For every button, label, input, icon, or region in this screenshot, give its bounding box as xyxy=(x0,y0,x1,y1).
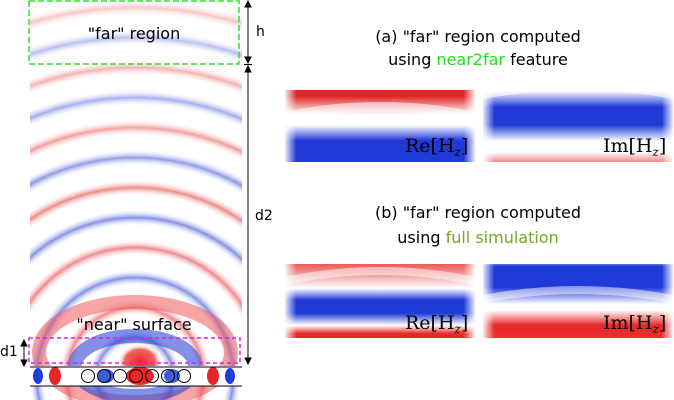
source-row xyxy=(30,366,242,387)
dimension-markers xyxy=(244,0,252,366)
near-surface-label: "near" surface xyxy=(76,315,191,334)
cylinder xyxy=(145,369,159,383)
panel-a-re-label: Re[Hz] xyxy=(405,135,468,159)
panel-b-subtitle: using full simulation xyxy=(397,228,558,247)
cylinder xyxy=(129,369,143,383)
dim-d1-marker xyxy=(20,338,28,368)
dim-h-label: h xyxy=(256,24,265,40)
cylinder xyxy=(177,369,191,383)
near-surface-box xyxy=(28,337,241,364)
cylinder xyxy=(81,369,95,383)
panel-b: (b) "far" region computed using full sim… xyxy=(285,203,673,338)
source-lobe xyxy=(49,367,61,385)
near2far-highlight: near2far xyxy=(436,50,505,69)
panel-a-title: (a) "far" region computed xyxy=(375,27,581,46)
panel-a: (a) "far" region computed using near2far… xyxy=(285,27,673,162)
dim-d2-label: d2 xyxy=(255,208,273,224)
panel-b-re-label: Re[Hz] xyxy=(405,312,468,336)
cylinder-array xyxy=(81,369,191,383)
source-lobe xyxy=(225,368,235,384)
panel-a-subtitle: using near2far feature xyxy=(388,50,568,69)
full-simulation-highlight: full simulation xyxy=(446,228,559,247)
panel-b-im-label: Im[Hz] xyxy=(603,312,666,336)
cylinder xyxy=(161,369,175,383)
panel-a-im-label: Im[Hz] xyxy=(603,135,666,159)
source-lobe xyxy=(33,368,43,384)
far-region-label: "far" region xyxy=(88,24,180,43)
cylinder xyxy=(113,369,127,383)
far-region-box xyxy=(28,0,240,65)
source-lobe xyxy=(207,367,219,385)
panel-a-re-field xyxy=(285,90,475,162)
cylinder xyxy=(97,369,111,383)
panel-b-re-field xyxy=(285,264,475,338)
panel-b-title: (b) "far" region computed xyxy=(375,203,581,222)
panel-a-im-field xyxy=(483,90,673,162)
dim-d1-label: d1 xyxy=(0,344,18,360)
panel-b-im-field xyxy=(483,264,673,338)
simulation-domain xyxy=(30,0,242,400)
